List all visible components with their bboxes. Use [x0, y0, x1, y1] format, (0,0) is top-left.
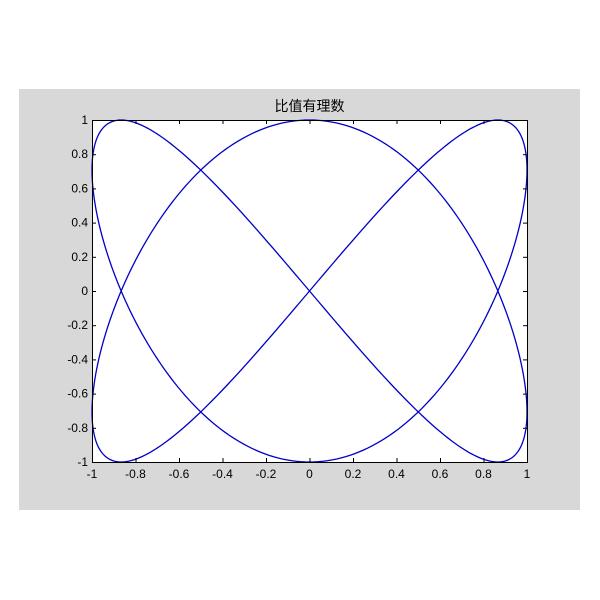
chart-title: 比值有理数 — [275, 98, 345, 114]
y-tick-label: -0.4 — [67, 352, 88, 366]
y-tick-label: 0.2 — [71, 250, 88, 264]
y-tick-label: 0.8 — [71, 147, 88, 161]
x-tick-label: -0.8 — [125, 467, 146, 481]
figure-panel: -1 -0.8 -0.6 -0.4 -0.2 0 0.2 0.4 0.6 0.8 1 -1 -0.8-… — [19, 89, 580, 510]
y-tick-label: -0.2 — [67, 318, 88, 332]
y-tick-label: 0 — [81, 284, 88, 298]
y-axis-ticks: -1 -0.8 -0.6 -0.4 -0.2 0 0.2 0.4 0.6 0.8 1 — [67, 113, 527, 469]
y-tick-label: 1 — [81, 113, 88, 127]
x-tick-label: 0.4 — [388, 467, 405, 481]
chart-svg: -1 -0.8 -0.6 -0.4 -0.2 0 0.2 0.4 0.6 0.8 1 -1-0.8-… — [67, 98, 531, 481]
x-tick-label: 0 — [306, 467, 313, 481]
y-tick-label: -0.6 — [67, 387, 88, 401]
x-tick-label: -0.6 — [169, 467, 190, 481]
x-axis-ticks: -1 -0.8 -0.6 -0.4 -0.2 0 0.2 0.4 0.6 0.8 1 — [87, 120, 531, 481]
x-tick-label: 1 — [524, 467, 531, 481]
y-tick-label: -1 — [77, 455, 88, 469]
x-tick-label: 0.2 — [345, 467, 362, 481]
x-tick-label: -1 — [87, 467, 98, 481]
x-tick-label: 0.8 — [475, 467, 492, 481]
x-tick-label: -0.4 — [212, 467, 233, 481]
y-tick-label: 0.4 — [71, 216, 88, 230]
x-tick-label: 0.6 — [432, 467, 449, 481]
y-tick-label: 0.6 — [71, 181, 88, 195]
y-tick-label: -0.8 — [67, 421, 88, 435]
x-tick-label: -0.2 — [256, 467, 277, 481]
